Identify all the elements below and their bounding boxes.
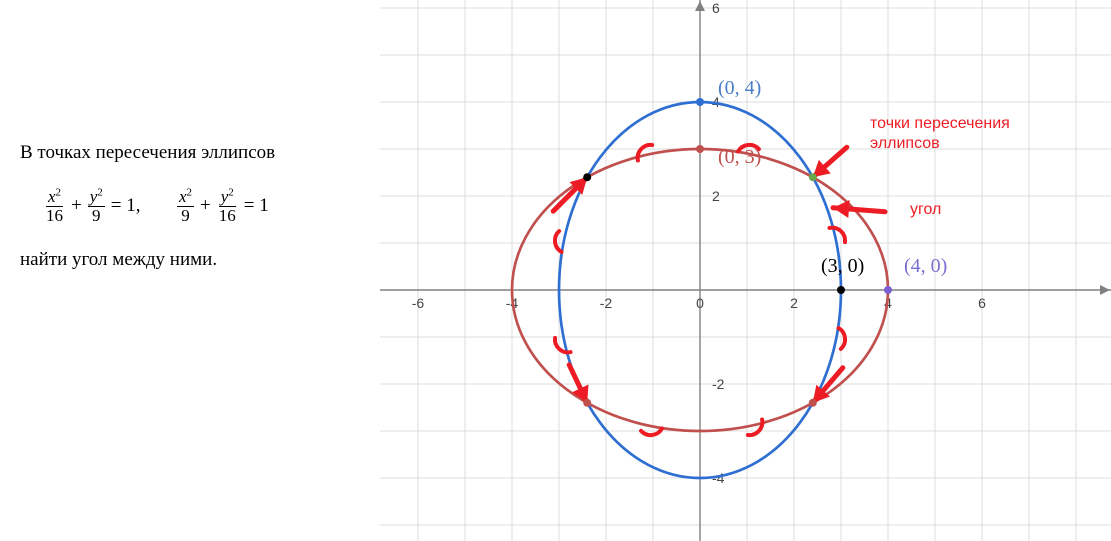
fraction: y2 16	[217, 188, 238, 225]
pt-0-4-label: (0, 4)	[718, 77, 761, 99]
svg-text:-2: -2	[600, 295, 613, 311]
chart-svg: -6-4-20246-4-2246(0, 4)(0, 3)(3, 0)(4, 0…	[380, 0, 1111, 541]
svg-text:0: 0	[696, 295, 704, 311]
pt-0-3-label: (0, 3)	[718, 146, 761, 168]
pt-0-4	[696, 98, 704, 106]
annotations: точки пересечения эллипсов угол	[870, 115, 1010, 218]
problem-line1: В точках пересечения эллипсов	[20, 136, 360, 170]
intersect-q4	[809, 399, 817, 407]
chart-container: -6-4-20246-4-2246(0, 4)(0, 3)(3, 0)(4, 0…	[380, 0, 1111, 541]
svg-text:6: 6	[712, 0, 720, 16]
pt-3-0-label: (3, 0)	[821, 255, 864, 277]
svg-text:-6: -6	[412, 295, 425, 311]
problem-statement: В точках пересечения эллипсов x2 16 + y2…	[20, 130, 360, 283]
pt-4-0	[884, 286, 892, 294]
pt-3-0	[837, 286, 845, 294]
angle-mark-icon	[641, 428, 662, 435]
svg-text:2: 2	[712, 188, 720, 204]
svg-text:6: 6	[978, 295, 986, 311]
intersect-q1	[809, 173, 817, 181]
svg-text:-2: -2	[712, 376, 725, 392]
label-angle: угол	[910, 201, 941, 218]
label-intersections: эллипсов	[870, 135, 940, 152]
angle-mark-icon	[555, 231, 562, 252]
fraction: x2 16	[44, 188, 65, 225]
problem-line3: найти угол между ними.	[20, 243, 360, 277]
angle-mark-icon	[838, 328, 845, 349]
pt-0-3	[696, 145, 704, 153]
intersect-q3	[583, 399, 591, 407]
fraction: y2 9	[88, 188, 105, 225]
pt-4-0-label: (4, 0)	[904, 255, 947, 277]
equation-row: x2 16 + y2 9 = 1, x2 9 + y2 16 = 1	[20, 176, 360, 237]
intersect-q2	[583, 173, 591, 181]
svg-text:2: 2	[790, 295, 798, 311]
label-intersections: точки пересечения	[870, 115, 1010, 132]
fraction: x2 9	[177, 188, 194, 225]
